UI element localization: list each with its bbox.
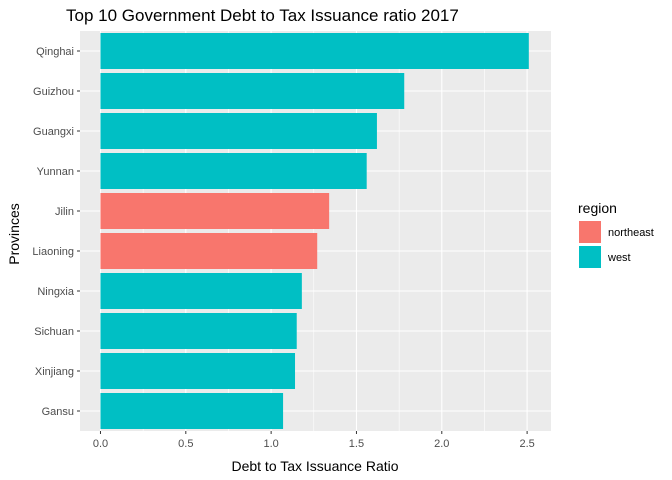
x-tick-label: 0.5 — [178, 438, 193, 450]
x-tick-label: 1.0 — [263, 438, 278, 450]
x-tick-label: 0.0 — [93, 438, 108, 450]
x-tick-label: 2.0 — [434, 438, 449, 450]
x-axis-ticks: 0.0 0.5 1.0 1.5 2.0 2.5 — [93, 431, 535, 450]
legend: region northeast west — [578, 200, 654, 268]
bar-yunnan — [100, 153, 367, 189]
bar-liaoning — [100, 233, 318, 269]
bar-jilin — [100, 193, 330, 229]
y-tick-label: Sichuan — [34, 326, 74, 338]
bar-guangxi — [100, 113, 377, 149]
y-tick-label: Gansu — [42, 406, 74, 418]
chart-title: Top 10 Government Debt to Tax Issuance r… — [66, 6, 459, 25]
y-axis-ticks: Qinghai Guizhou Guangxi Yunnan Jilin Liaoning… — [32, 46, 80, 418]
y-tick-label: Qinghai — [36, 46, 74, 58]
bar-xinjiang — [100, 353, 296, 389]
x-tick-label: 1.5 — [349, 438, 364, 450]
x-axis-title: Debt to Tax Issuance Ratio — [231, 458, 398, 474]
y-tick-label: Xinjiang — [35, 366, 74, 378]
legend-label-west: west — [607, 252, 631, 264]
bar-guizhou — [100, 73, 405, 109]
bar-qinghai — [100, 33, 529, 69]
legend-label-northeast: northeast — [608, 227, 654, 239]
y-axis-title: Provinces — [6, 203, 22, 264]
y-tick-label: Jilin — [55, 206, 74, 218]
y-tick-label: Ningxia — [37, 286, 75, 298]
y-tick-label: Guizhou — [33, 86, 74, 98]
bar-gansu — [100, 393, 284, 429]
bars — [100, 33, 529, 429]
y-tick-label: Guangxi — [33, 126, 74, 138]
x-tick-label: 2.5 — [519, 438, 534, 450]
bar-ningxia — [100, 273, 302, 309]
y-tick-label: Yunnan — [37, 166, 74, 178]
legend-key-west — [579, 246, 601, 268]
y-tick-label: Liaoning — [32, 246, 74, 258]
bar-sichuan — [100, 313, 297, 349]
legend-title: region — [578, 200, 617, 216]
legend-key-northeast — [579, 221, 601, 243]
